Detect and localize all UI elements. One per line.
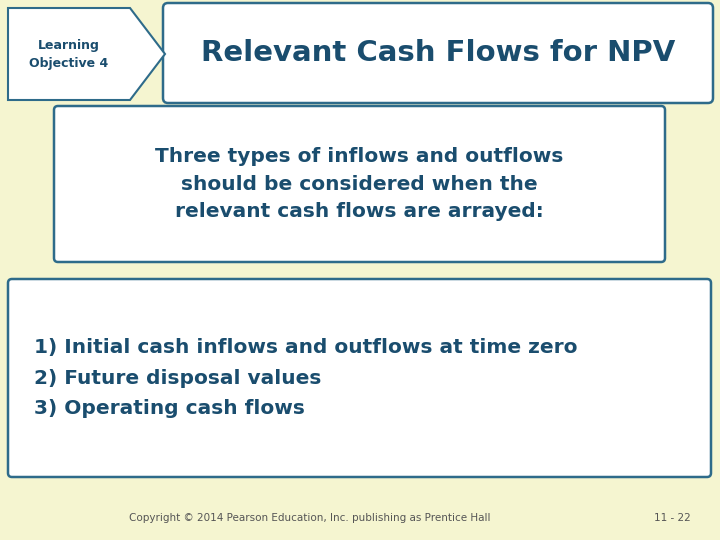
Text: 11 - 22: 11 - 22 — [654, 513, 690, 523]
Text: Copyright © 2014 Pearson Education, Inc. publishing as Prentice Hall: Copyright © 2014 Pearson Education, Inc.… — [130, 513, 491, 523]
FancyBboxPatch shape — [163, 3, 713, 103]
FancyBboxPatch shape — [8, 279, 711, 477]
Text: Objective 4: Objective 4 — [30, 57, 109, 70]
Polygon shape — [8, 8, 165, 100]
Text: Three types of inflows and outflows
should be considered when the
relevant cash : Three types of inflows and outflows shou… — [156, 147, 564, 221]
Text: 1) Initial cash inflows and outflows at time zero
2) Future disposal values
3) O: 1) Initial cash inflows and outflows at … — [34, 338, 577, 418]
Text: Relevant Cash Flows for NPV: Relevant Cash Flows for NPV — [201, 39, 675, 67]
FancyBboxPatch shape — [54, 106, 665, 262]
Text: Learning: Learning — [38, 38, 100, 51]
